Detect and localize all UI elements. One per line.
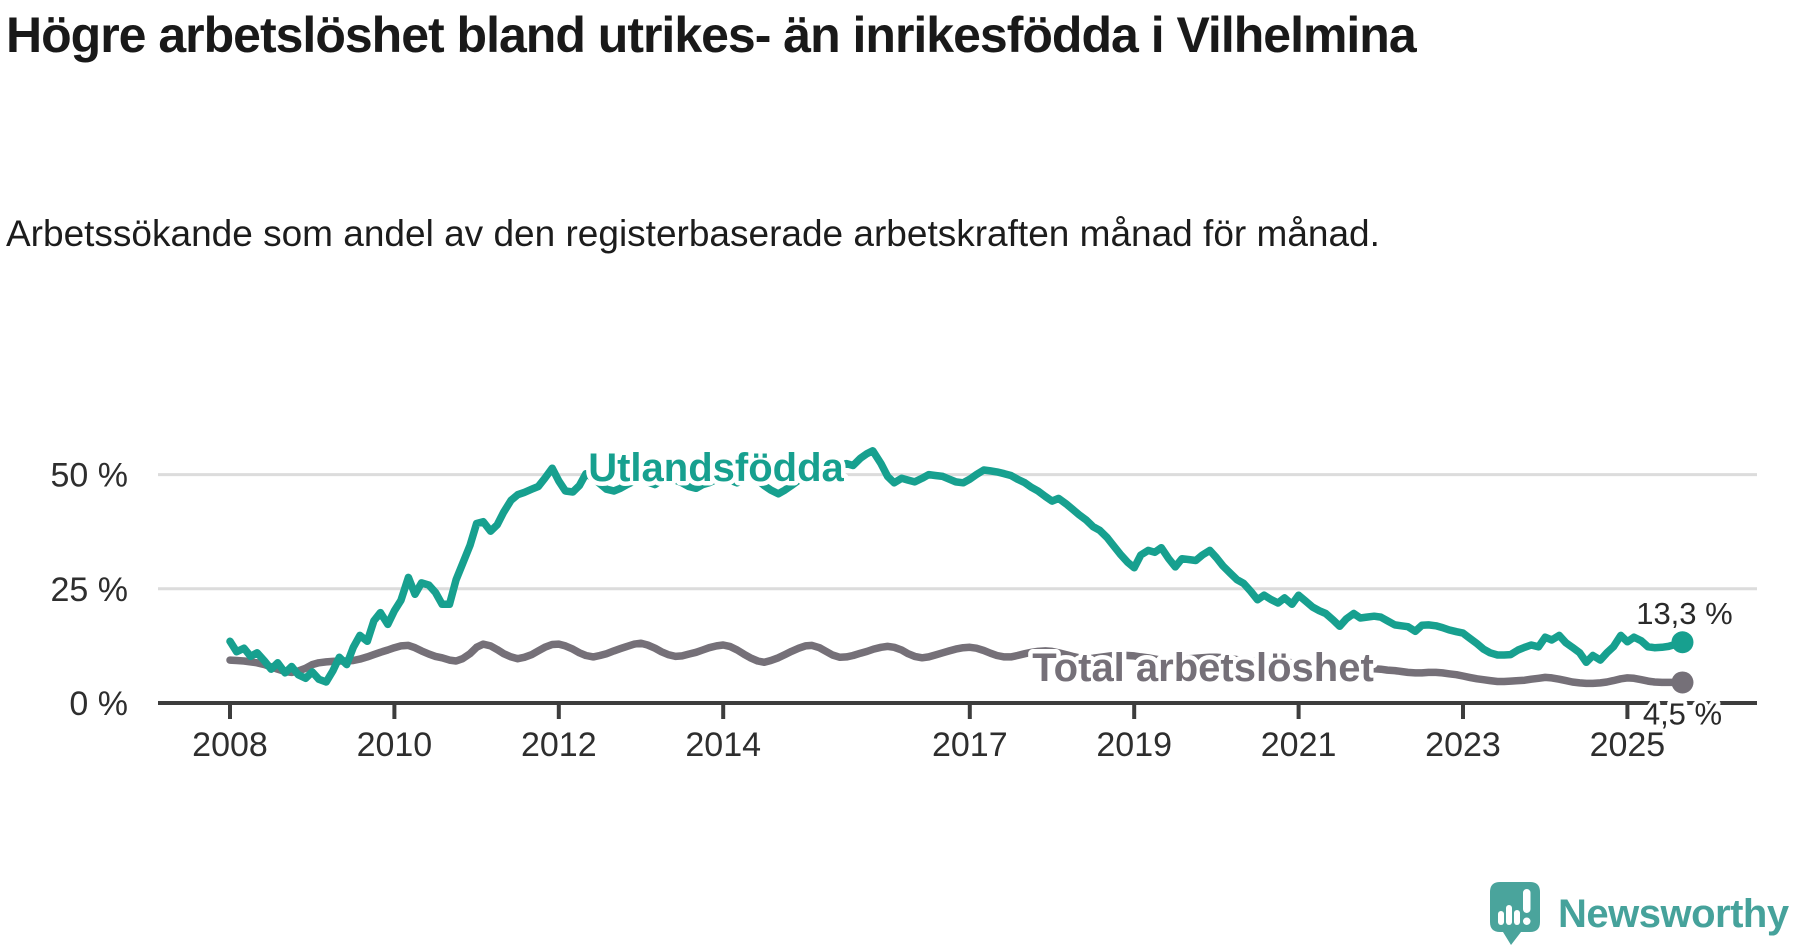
- chart-subtitle: Arbetssökande som andel av den registerb…: [6, 213, 1380, 254]
- newsworthy-logo-icon: [1490, 882, 1540, 945]
- logo-bar-1: [1498, 911, 1504, 925]
- x-axis-tick-label: 2017: [932, 726, 1008, 764]
- end-value-label: 4,5 %: [1643, 696, 1722, 731]
- series-end-dot: [1671, 631, 1694, 654]
- end-value-label: 13,3 %: [1636, 596, 1733, 631]
- series-inline-label: Utlandsfödda: [588, 446, 844, 490]
- brand-name: Newsworthy: [1558, 892, 1789, 936]
- x-axis-tick-label: 2010: [357, 726, 433, 764]
- x-axis-tick-label: 2019: [1096, 726, 1172, 764]
- x-axis-tick-label: 2008: [192, 726, 268, 764]
- page-title: Högre arbetslöshet bland utrikes- än inr…: [6, 7, 1417, 63]
- x-axis-tick-label: 2023: [1425, 726, 1501, 764]
- logo-bar-3: [1514, 910, 1520, 925]
- x-axis-tick-label: 2025: [1590, 726, 1666, 764]
- series-inline-label: Total arbetslöshet: [1032, 646, 1374, 690]
- logo-bar-2: [1506, 905, 1512, 925]
- series-line: [226, 447, 1687, 686]
- x-axis-tick-label: 2021: [1261, 726, 1337, 764]
- x-axis-tick-label: 2014: [685, 726, 761, 764]
- y-axis-tick-label: 50 %: [51, 457, 129, 495]
- logo-exclamation-dot: [1523, 917, 1531, 925]
- y-axis-tick-label: 0 %: [69, 685, 128, 723]
- series-line: [226, 639, 1687, 688]
- y-axis-tick-label: 25 %: [51, 571, 129, 609]
- series-end-dot: [1671, 671, 1694, 694]
- x-axis-tick-label: 2012: [521, 726, 597, 764]
- logo-exclamation-bar: [1523, 889, 1531, 913]
- newsworthy-logo: Newsworthy: [1490, 882, 1789, 946]
